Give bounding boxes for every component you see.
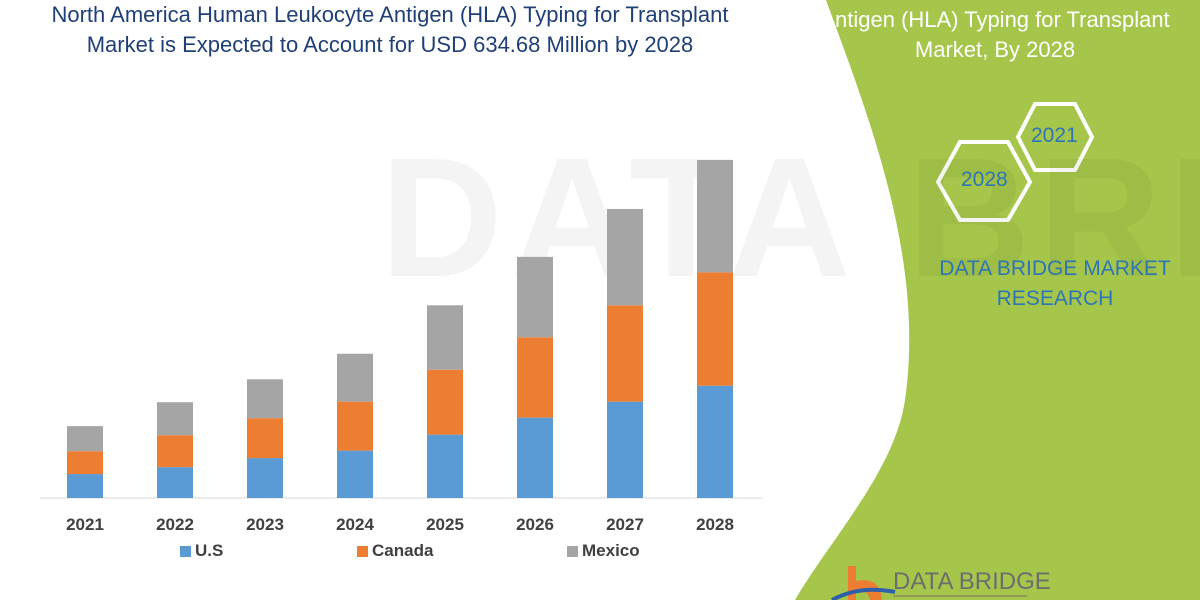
logo-text: DATA BRIDGE — [893, 568, 1051, 595]
bar-mexico-2027 — [607, 208, 643, 306]
x-tick-label-2028: 2028 — [696, 515, 734, 534]
bar-us-2024 — [337, 450, 373, 498]
brand-line-1: DATA BRIDGE MARKET — [939, 257, 1171, 280]
legend-swatch-us — [180, 545, 191, 557]
side-title-line-2: Market, By 2028 — [914, 37, 1076, 62]
bar-us-2025 — [427, 434, 463, 498]
bar-us-2028 — [697, 385, 733, 498]
x-tick-label-2022: 2022 — [156, 515, 194, 534]
bar-us-2022 — [157, 467, 193, 498]
legend-label-mexico: Mexico — [582, 541, 640, 560]
bar-mexico-2024 — [337, 353, 373, 402]
bar-mexico-2022 — [157, 402, 193, 436]
legend-label-us: U.S — [195, 541, 224, 560]
x-tick-label-2021: 2021 — [66, 515, 104, 534]
bar-canada-2022 — [157, 435, 193, 468]
title-line-1: North America Human Leukocyte Antigen (H… — [51, 2, 729, 27]
legend-mexico: Mexico — [567, 541, 640, 561]
bar-mexico-2021 — [67, 426, 103, 452]
bar-canada-2024 — [337, 401, 373, 451]
bar-mexico-2023 — [247, 379, 283, 419]
chart-title: North America Human Leukocyte Antigen (H… — [0, 0, 780, 60]
green-side-panel — [795, 0, 1200, 600]
hex-year-2021: 2021 — [1031, 124, 1078, 147]
bar-us-2027 — [607, 401, 643, 498]
logo-icon — [831, 566, 896, 600]
bar-mexico-2025 — [427, 305, 463, 370]
watermark: DATA BRIDGE — [380, 120, 1200, 316]
side-panel-title: Antigen (HLA) Typing for Transplant Mark… — [790, 5, 1200, 65]
hexagon-2021 — [1015, 102, 1095, 172]
bar-canada-2027 — [607, 305, 643, 402]
x-tick-label-2024: 2024 — [336, 515, 374, 534]
bar-us-2023 — [247, 458, 283, 498]
legend-swatch-canada — [357, 545, 368, 557]
x-tick-label-2025: 2025 — [426, 515, 464, 534]
side-title-line-1: Antigen (HLA) Typing for Transplant — [820, 7, 1170, 32]
hexagon-2028 — [935, 140, 1033, 222]
bar-canada-2026 — [517, 337, 553, 418]
stacked-bar-chart: 2021 2022 2023 2024 2025 2026 2027 2028 — [40, 160, 762, 534]
title-line-2: Market is Expected to Account for USD 63… — [86, 32, 694, 57]
hex-year-2028: 2028 — [961, 168, 1008, 191]
x-tick-label-2026: 2026 — [516, 515, 554, 534]
x-tick-label-2023: 2023 — [246, 515, 284, 534]
brand-name: DATA BRIDGE MARKET RESEARCH — [900, 254, 1200, 314]
bar-mexico-2028 — [697, 160, 733, 273]
bar-canada-2028 — [697, 272, 733, 386]
legend-label-canada: Canada — [372, 541, 434, 560]
bar-canada-2023 — [247, 418, 283, 459]
bar-canada-2025 — [427, 369, 463, 435]
bar-us-2021 — [67, 474, 103, 498]
x-tick-label-2027: 2027 — [606, 515, 644, 534]
bar-canada-2021 — [67, 451, 103, 475]
bar-mexico-2026 — [517, 256, 553, 338]
legend-us: U.S — [180, 541, 223, 561]
legend-canada: Canada — [357, 541, 433, 561]
brand-line-2: RESEARCH — [996, 287, 1114, 310]
bar-us-2026 — [517, 417, 553, 498]
legend-swatch-mexico — [567, 545, 578, 557]
